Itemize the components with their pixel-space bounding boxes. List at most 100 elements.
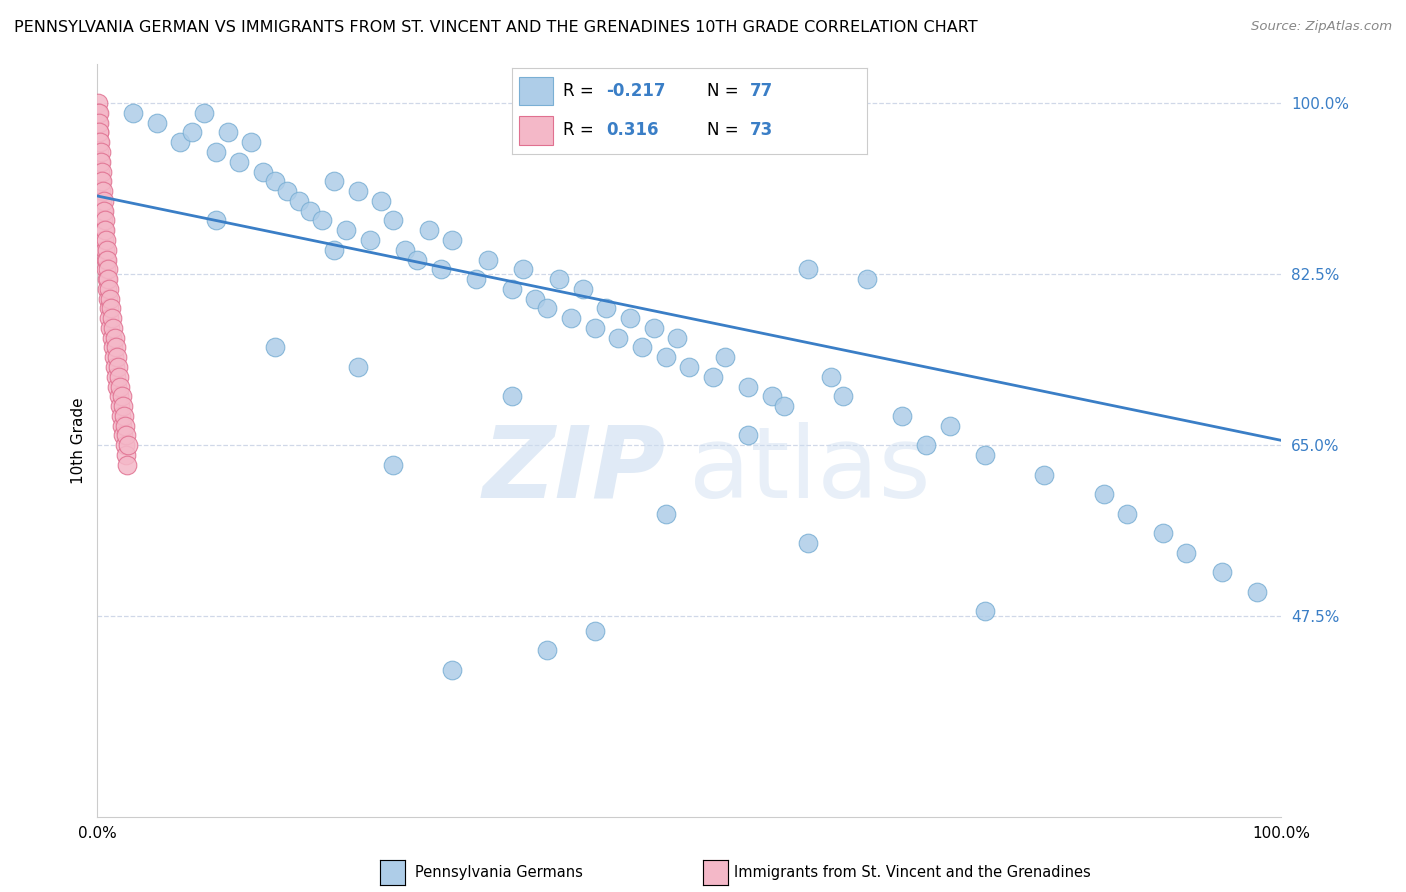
Point (382, 213, 405, 227)
Point (93, 203, 115, 218)
Point (105, 351, 128, 365)
Point (536, 301, 558, 316)
Point (619, 311, 641, 326)
Point (323, 243, 346, 257)
Point (1033, 467, 1056, 482)
Text: ZIP: ZIP (482, 422, 665, 519)
Point (465, 272, 488, 286)
Point (100, 331, 122, 345)
Point (115, 458, 138, 472)
Text: Pennsylvania Germans: Pennsylvania Germans (415, 865, 582, 880)
Point (103, 321, 125, 335)
Point (105, 369, 128, 384)
Point (607, 331, 630, 345)
Point (96, 243, 118, 257)
Point (112, 428, 135, 442)
Point (103, 331, 125, 345)
Point (111, 418, 134, 433)
Point (91, 174, 114, 188)
Point (111, 399, 134, 413)
Point (97, 292, 120, 306)
Point (1152, 526, 1174, 541)
Point (87, 96, 110, 111)
Point (1092, 487, 1115, 501)
Point (90, 164, 112, 178)
Point (103, 351, 125, 365)
Point (90, 174, 112, 188)
Point (90, 184, 112, 198)
Point (112, 409, 135, 423)
Point (891, 409, 914, 423)
Point (96, 252, 118, 267)
Point (524, 292, 547, 306)
Point (94, 223, 117, 237)
Point (89, 135, 111, 149)
Point (359, 233, 381, 247)
Point (737, 379, 759, 393)
Point (93, 223, 115, 237)
Point (441, 663, 464, 677)
Point (477, 252, 499, 267)
Point (87, 106, 110, 120)
Point (110, 409, 132, 423)
Point (394, 243, 416, 257)
Y-axis label: 10th Grade: 10th Grade (72, 397, 86, 483)
Point (713, 351, 735, 365)
Point (406, 252, 429, 267)
Point (100, 321, 122, 335)
Point (299, 203, 322, 218)
Point (204, 213, 226, 227)
Point (335, 223, 357, 237)
Point (548, 272, 571, 286)
Point (104, 359, 127, 374)
Point (418, 223, 440, 237)
Text: PENNSYLVANIA GERMAN VS IMMIGRANTS FROM ST. VINCENT AND THE GRENADINES 10TH GRADE: PENNSYLVANIA GERMAN VS IMMIGRANTS FROM S… (14, 20, 977, 35)
Point (666, 331, 689, 345)
Point (323, 174, 346, 188)
Point (107, 379, 129, 393)
Point (169, 135, 191, 149)
Point (643, 321, 665, 335)
Point (654, 351, 676, 365)
Point (98, 311, 121, 326)
Point (98, 292, 121, 306)
Point (87, 135, 110, 149)
Point (96, 282, 118, 296)
Point (97, 272, 120, 286)
Point (974, 604, 997, 618)
Point (915, 438, 938, 452)
Point (264, 341, 287, 355)
Point (90, 145, 112, 159)
Point (761, 389, 783, 403)
Point (110, 389, 132, 403)
Point (96, 272, 118, 286)
Point (89, 116, 111, 130)
Point (93, 194, 115, 208)
Point (501, 282, 523, 296)
Point (571, 282, 593, 296)
Point (110, 379, 132, 393)
Text: Source: ZipAtlas.com: Source: ZipAtlas.com (1251, 20, 1392, 33)
Point (240, 135, 263, 149)
Point (264, 174, 287, 188)
Point (93, 213, 115, 227)
Point (104, 341, 127, 355)
Point (89, 126, 111, 140)
Point (631, 341, 654, 355)
Point (820, 369, 842, 384)
Point (108, 399, 131, 413)
Point (346, 359, 368, 374)
Point (441, 233, 464, 247)
Point (346, 184, 368, 198)
Point (89, 154, 111, 169)
Point (91, 203, 114, 218)
Point (97, 262, 120, 277)
Point (107, 359, 129, 374)
Point (94, 252, 117, 267)
Point (536, 643, 558, 657)
Point (193, 106, 215, 120)
Point (583, 321, 606, 335)
Point (560, 311, 582, 326)
Point (117, 438, 139, 452)
Point (512, 262, 534, 277)
